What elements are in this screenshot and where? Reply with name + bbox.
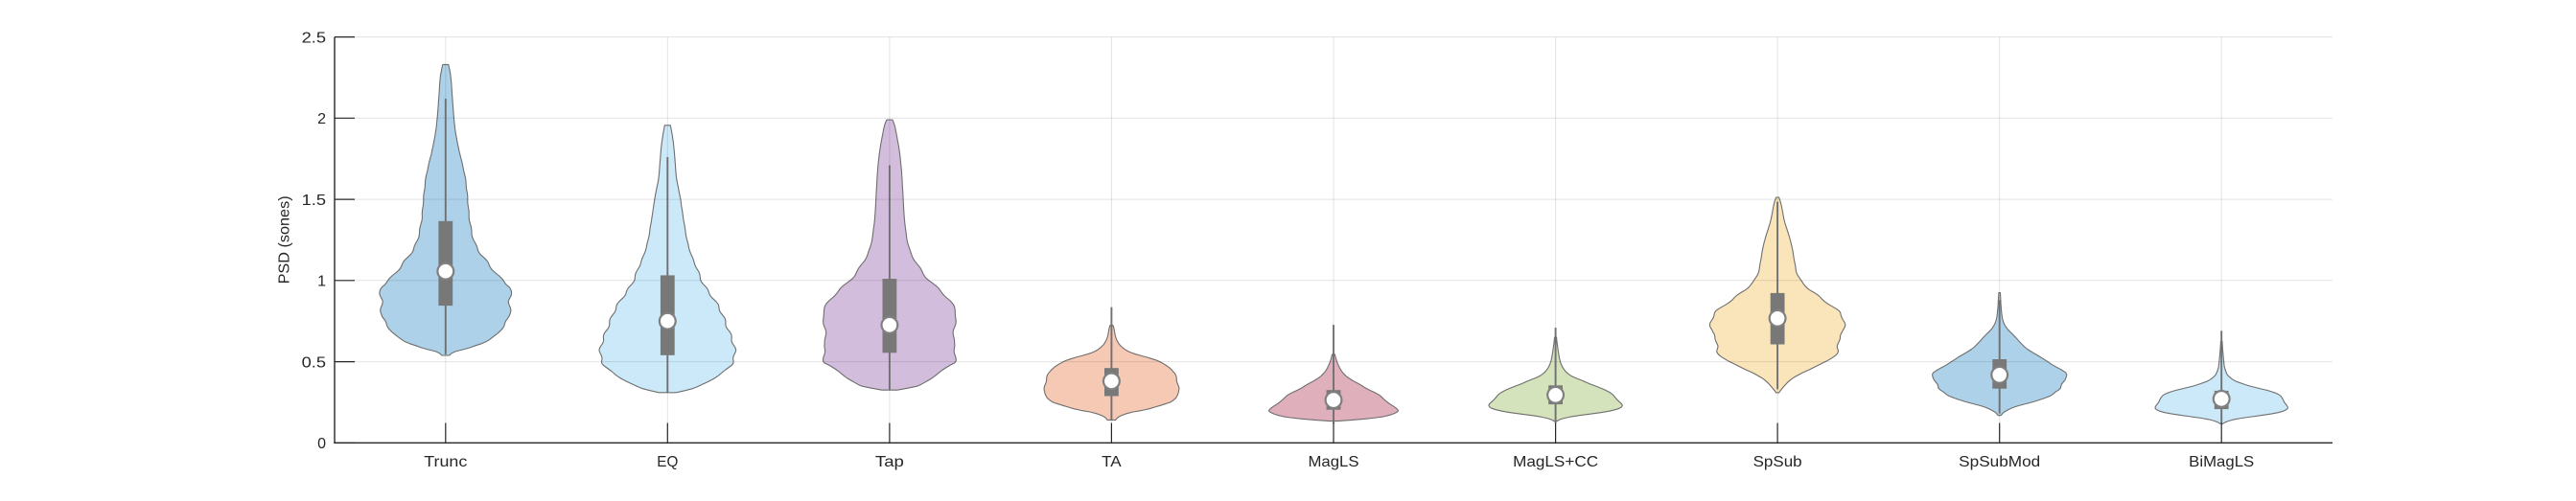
svg-text:0: 0 [317,436,326,452]
svg-text:2: 2 [317,111,326,127]
svg-text:PSD (sones): PSD (sones) [277,195,293,284]
svg-text:SpSubMod: SpSubMod [1959,454,2040,470]
svg-text:MagLS: MagLS [1309,454,1359,470]
svg-text:1: 1 [317,274,326,290]
svg-text:BiMagLS: BiMagLS [2189,454,2254,470]
svg-text:0.5: 0.5 [302,355,327,372]
svg-text:EQ: EQ [657,454,678,470]
svg-text:SpSub: SpSub [1753,454,1802,470]
svg-text:TA: TA [1102,454,1122,470]
svg-text:Trunc: Trunc [424,454,467,470]
svg-text:2.5: 2.5 [302,31,327,47]
svg-text:MagLS+CC: MagLS+CC [1513,454,1598,470]
svg-text:Tap: Tap [875,454,904,470]
svg-text:1.5: 1.5 [302,193,327,209]
